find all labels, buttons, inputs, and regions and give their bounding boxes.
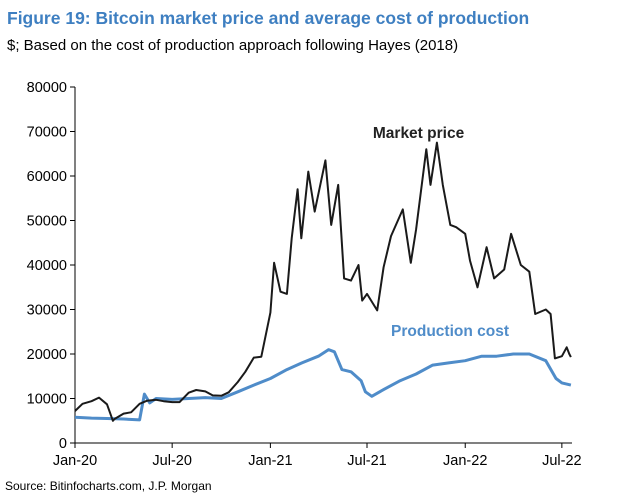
chart-subtitle: $; Based on the cost of production appro…	[7, 37, 459, 54]
x-axis-ticks: Jan-20 Jul-20 Jan-21 Jul-21 Jan-22 Jul-22	[53, 443, 582, 469]
x-tick-label: Jul-20	[152, 453, 192, 469]
y-tick-label: 80000	[27, 80, 67, 96]
source-note: Source: Bitinfocharts.com, J.P. Morgan	[5, 479, 212, 493]
x-tick-label: Jul-21	[347, 453, 387, 469]
market-price-line	[74, 141, 572, 422]
y-axis-ticks: 0 10000 20000 30000 40000 50000 60000 70000 8000…	[27, 80, 75, 452]
y-tick-label: 10000	[27, 392, 67, 408]
y-tick-label: 40000	[27, 258, 67, 274]
y-tick-label: 20000	[27, 347, 67, 363]
y-tick-label: 0	[59, 436, 67, 452]
y-tick-label: 50000	[27, 214, 67, 230]
x-tick-label: Jul-22	[542, 453, 582, 469]
axes	[74, 87, 572, 444]
y-tick-label: 70000	[27, 125, 67, 141]
production-cost-line	[74, 348, 572, 422]
chart-title: Figure 19: Bitcoin market price and aver…	[7, 8, 530, 28]
x-tick-label: Jan-20	[53, 453, 97, 469]
production-cost-label: Production cost	[391, 323, 509, 340]
y-tick-label: 60000	[27, 169, 67, 185]
market-price-label: Market price	[373, 125, 465, 142]
x-tick-label: Jan-21	[248, 453, 292, 469]
x-tick-label: Jan-22	[443, 453, 487, 469]
y-tick-label: 30000	[27, 303, 67, 319]
